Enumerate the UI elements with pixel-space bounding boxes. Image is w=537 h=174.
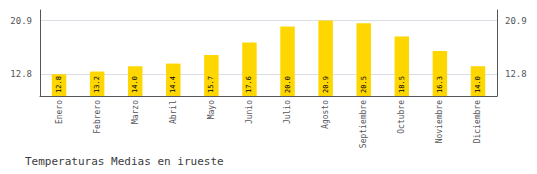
svg-text:13.2: 13.2 [93, 76, 101, 93]
svg-text:Agosto: Agosto [321, 100, 330, 129]
svg-text:Octubre: Octubre [397, 100, 406, 134]
svg-text:Marzo: Marzo [131, 100, 140, 124]
svg-text:14.0: 14.0 [474, 76, 482, 93]
svg-text:15.7: 15.7 [207, 76, 215, 93]
svg-text:12.8: 12.8 [55, 76, 63, 93]
svg-text:Mayo: Mayo [207, 100, 216, 119]
svg-text:20.9: 20.9 [322, 76, 330, 93]
svg-text:17.6: 17.6 [245, 76, 253, 93]
svg-text:18.5: 18.5 [398, 76, 406, 93]
svg-text:20.0: 20.0 [284, 76, 292, 93]
svg-text:Junio: Junio [245, 100, 254, 124]
svg-text:20.9: 20.9 [505, 16, 527, 26]
svg-text:Enero: Enero [55, 100, 64, 124]
svg-text:Febrero: Febrero [93, 100, 102, 134]
svg-text:Septiembre: Septiembre [359, 100, 368, 148]
svg-text:14.0: 14.0 [131, 76, 139, 93]
svg-text:Julio: Julio [283, 100, 292, 124]
svg-text:Diciembre: Diciembre [473, 100, 482, 144]
svg-text:14.4: 14.4 [169, 76, 177, 93]
svg-text:Temperaturas Medias en irueste: Temperaturas Medias en irueste [25, 155, 224, 168]
svg-text:12.8: 12.8 [505, 69, 527, 79]
svg-text:12.8: 12.8 [10, 69, 32, 79]
svg-text:20.9: 20.9 [10, 16, 32, 26]
svg-text:Abril: Abril [169, 100, 178, 124]
svg-text:Noviembre: Noviembre [435, 100, 444, 144]
svg-text:16.3: 16.3 [436, 76, 444, 93]
svg-text:20.5: 20.5 [360, 76, 368, 93]
